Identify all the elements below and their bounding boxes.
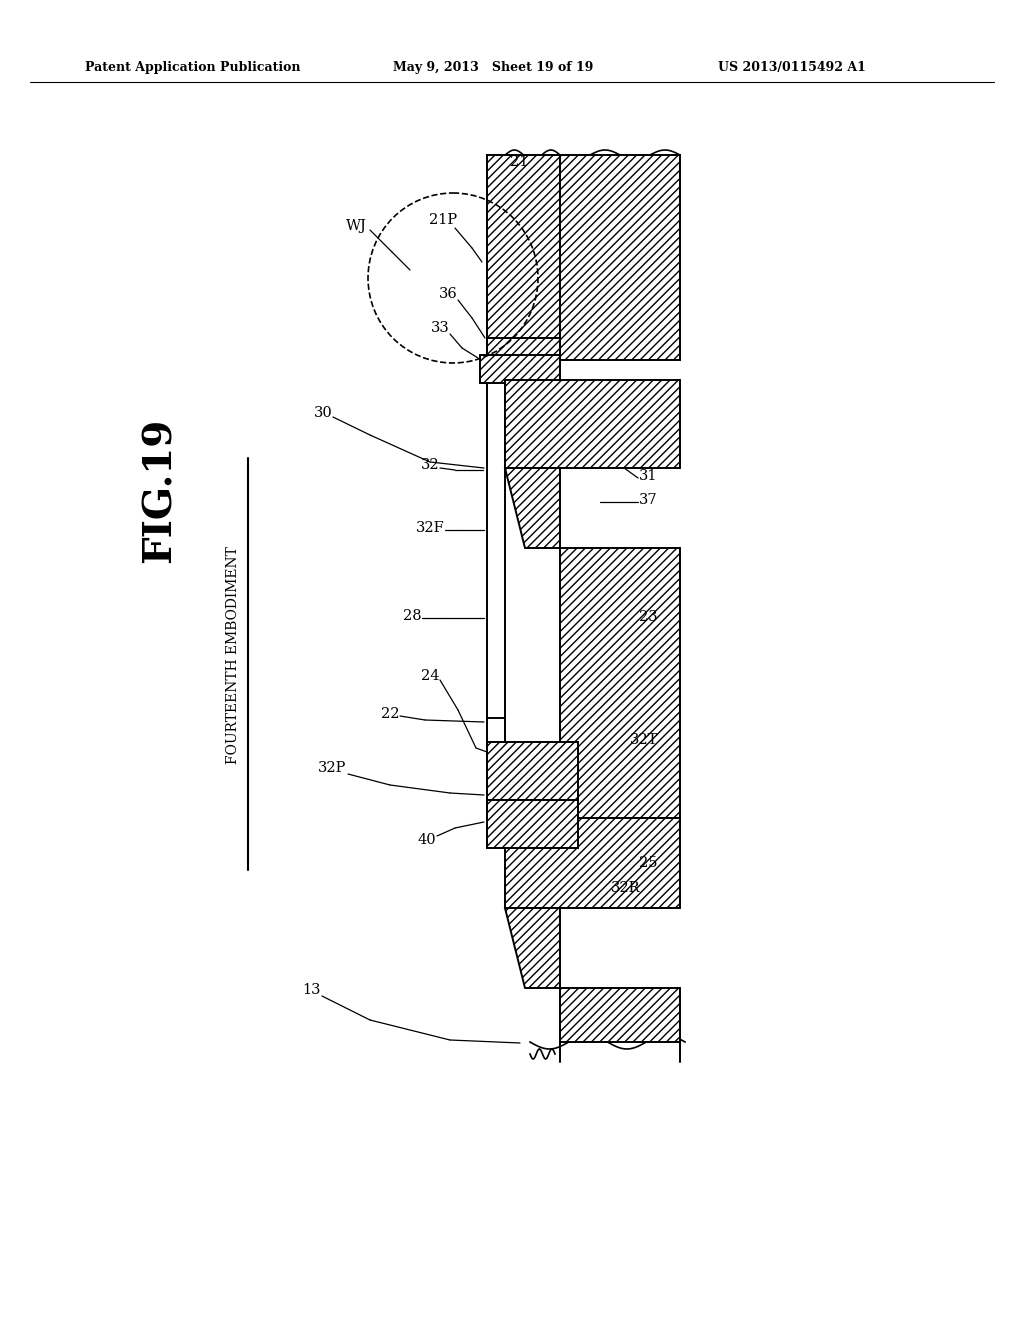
Text: 13: 13 bbox=[303, 983, 322, 997]
Polygon shape bbox=[505, 908, 560, 987]
Bar bbox=[560, 154, 680, 360]
Bar bbox=[505, 818, 680, 908]
Text: 25: 25 bbox=[639, 855, 657, 870]
Bar bbox=[480, 355, 560, 383]
Text: 40: 40 bbox=[418, 833, 436, 847]
Text: 31: 31 bbox=[639, 469, 657, 483]
Text: FIG.19: FIG.19 bbox=[141, 417, 179, 562]
Bar bbox=[487, 154, 560, 360]
Text: 32T: 32T bbox=[630, 733, 658, 747]
Text: 21P: 21P bbox=[429, 213, 457, 227]
Text: 32: 32 bbox=[421, 458, 439, 473]
Bar bbox=[487, 742, 578, 800]
Text: Patent Application Publication: Patent Application Publication bbox=[85, 62, 300, 74]
Text: 32F: 32F bbox=[416, 521, 444, 535]
Bar bbox=[487, 338, 560, 366]
Text: 32P: 32P bbox=[317, 762, 346, 775]
Text: 32R: 32R bbox=[611, 880, 641, 895]
Text: 33: 33 bbox=[431, 321, 450, 335]
Text: 36: 36 bbox=[438, 286, 458, 301]
Text: 28: 28 bbox=[402, 609, 421, 623]
Text: 23: 23 bbox=[639, 610, 657, 624]
Bar bbox=[487, 718, 505, 770]
Text: 21: 21 bbox=[510, 154, 528, 169]
Bar bbox=[560, 548, 680, 818]
Text: 30: 30 bbox=[313, 407, 333, 420]
Text: 22: 22 bbox=[381, 708, 399, 721]
Text: May 9, 2013   Sheet 19 of 19: May 9, 2013 Sheet 19 of 19 bbox=[393, 62, 593, 74]
Text: 24: 24 bbox=[421, 669, 439, 682]
Bar bbox=[560, 987, 680, 1041]
Text: WJ: WJ bbox=[345, 219, 367, 234]
Text: 37: 37 bbox=[639, 492, 657, 507]
Bar bbox=[487, 800, 578, 847]
Text: US 2013/0115492 A1: US 2013/0115492 A1 bbox=[718, 62, 866, 74]
Polygon shape bbox=[505, 469, 560, 548]
Text: FOURTEENTH EMBODIMENT: FOURTEENTH EMBODIMENT bbox=[226, 546, 240, 764]
Bar bbox=[505, 380, 680, 469]
